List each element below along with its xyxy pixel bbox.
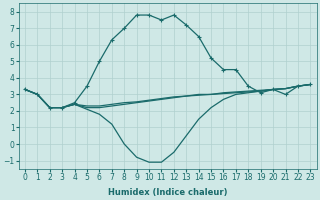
X-axis label: Humidex (Indice chaleur): Humidex (Indice chaleur): [108, 188, 228, 197]
